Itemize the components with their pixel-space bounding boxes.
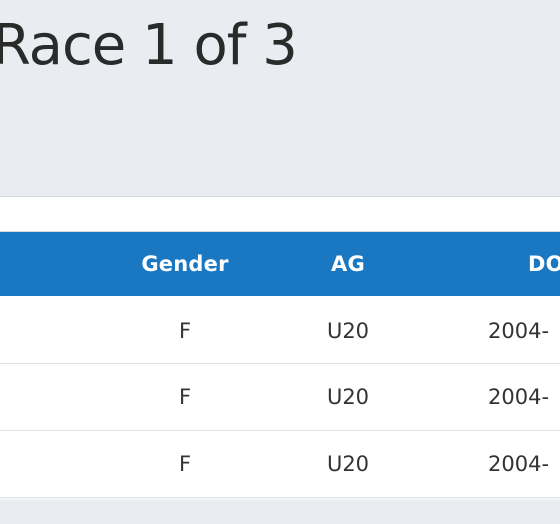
cell-name [0, 363, 110, 430]
table-row[interactable]: F U20 2004- [0, 363, 560, 430]
results-table-container[interactable]: Gender AG DO F U20 2004- F U20 2004- [0, 232, 560, 500]
cell-ag: U20 [326, 319, 370, 344]
table-toolbar [0, 196, 560, 232]
table-row[interactable]: F U20 2004- [0, 430, 560, 497]
cell-gender: F [178, 319, 192, 344]
table-header: Gender AG DO [0, 232, 560, 296]
results-table: Gender AG DO F U20 2004- F U20 2004- [0, 232, 560, 498]
page-title: Race 1 of 3 [0, 13, 298, 78]
cell-dob: 2004- [488, 384, 550, 409]
cell-ag: U20 [326, 384, 370, 409]
cell-dob: 2004- [488, 451, 550, 476]
cell-name [0, 296, 110, 363]
table-body: F U20 2004- F U20 2004- F U20 2004- [0, 296, 560, 497]
cell-name [0, 430, 110, 497]
column-header-ag[interactable]: AG [331, 252, 365, 276]
cell-gender: F [178, 384, 192, 409]
column-header-gender[interactable]: Gender [141, 252, 229, 276]
cell-gender: F [178, 451, 192, 476]
table-row[interactable]: F U20 2004- [0, 296, 560, 363]
cell-dob: 2004- [488, 319, 550, 344]
cell-ag: U20 [326, 451, 370, 476]
column-header-dob[interactable]: DO [528, 252, 560, 276]
table-header-row: Gender AG DO [0, 232, 560, 296]
column-header-name[interactable] [0, 232, 110, 296]
